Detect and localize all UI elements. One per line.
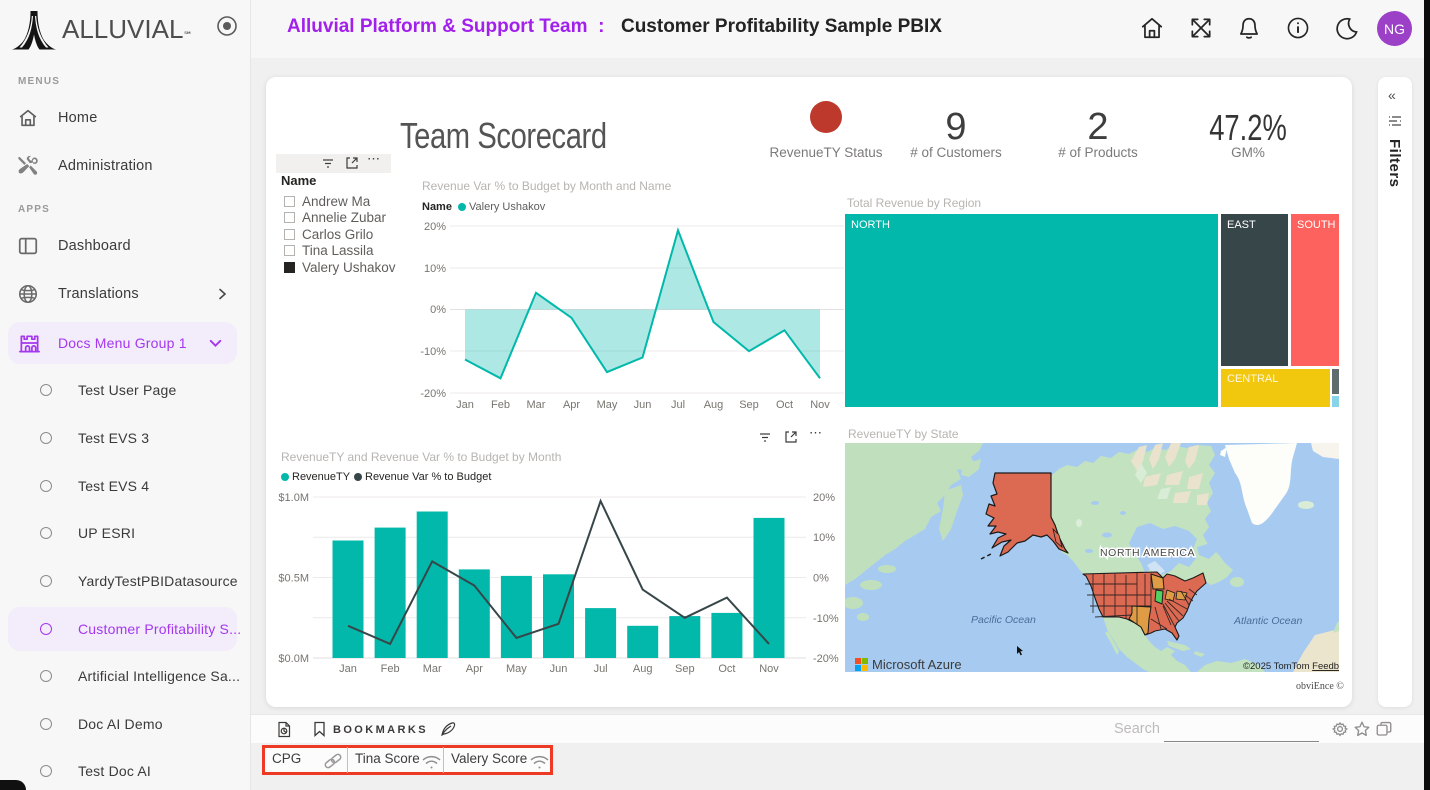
svg-text:Apr: Apr: [466, 663, 483, 675]
svg-text:Aug: Aug: [633, 663, 653, 675]
svg-text:Jan: Jan: [456, 399, 474, 411]
svg-text:20%: 20%: [424, 221, 446, 233]
svg-text:May: May: [597, 399, 618, 411]
svg-text:Sep: Sep: [675, 663, 695, 675]
svg-text:Nov: Nov: [759, 663, 779, 675]
svg-text:0%: 0%: [813, 573, 829, 585]
svg-text:Pacific Ocean: Pacific Ocean: [971, 614, 1036, 626]
svg-text:Jul: Jul: [594, 663, 608, 675]
svg-text:$0.0M: $0.0M: [278, 653, 309, 665]
svg-text:Jul: Jul: [671, 399, 685, 411]
svg-text:Jun: Jun: [550, 663, 568, 675]
svg-text:10%: 10%: [813, 532, 835, 544]
svg-text:20%: 20%: [813, 492, 835, 504]
svg-text:Jan: Jan: [339, 663, 357, 675]
svg-text:Nov: Nov: [810, 399, 830, 411]
svg-text:Atlantic Ocean: Atlantic Ocean: [1233, 615, 1302, 627]
svg-text:-10%: -10%: [420, 346, 446, 358]
svg-text:Mar: Mar: [423, 663, 442, 675]
svg-text:©2025 TomTom Feedback: ©2025 TomTom Feedback: [1243, 661, 1339, 672]
svg-text:0%: 0%: [430, 304, 446, 316]
svg-text:Oct: Oct: [776, 399, 793, 411]
svg-text:-20%: -20%: [813, 653, 839, 665]
svg-text:Microsoft Azure: Microsoft Azure: [872, 657, 962, 672]
svg-text:Sep: Sep: [739, 399, 759, 411]
svg-text:Mar: Mar: [527, 399, 546, 411]
svg-text:May: May: [506, 663, 527, 675]
svg-text:-10%: -10%: [813, 613, 839, 625]
svg-text:-20%: -20%: [420, 388, 446, 400]
svg-text:Oct: Oct: [718, 663, 735, 675]
svg-text:Apr: Apr: [563, 399, 580, 411]
svg-text:Feb: Feb: [491, 399, 510, 411]
svg-text:$1.0M: $1.0M: [278, 492, 309, 504]
svg-text:$0.5M: $0.5M: [278, 573, 309, 585]
svg-text:Jun: Jun: [634, 399, 652, 411]
svg-text:Aug: Aug: [704, 399, 724, 411]
svg-text:NORTH AMERICA: NORTH AMERICA: [1100, 547, 1195, 559]
svg-text:10%: 10%: [424, 263, 446, 275]
svg-text:Feb: Feb: [381, 663, 400, 675]
